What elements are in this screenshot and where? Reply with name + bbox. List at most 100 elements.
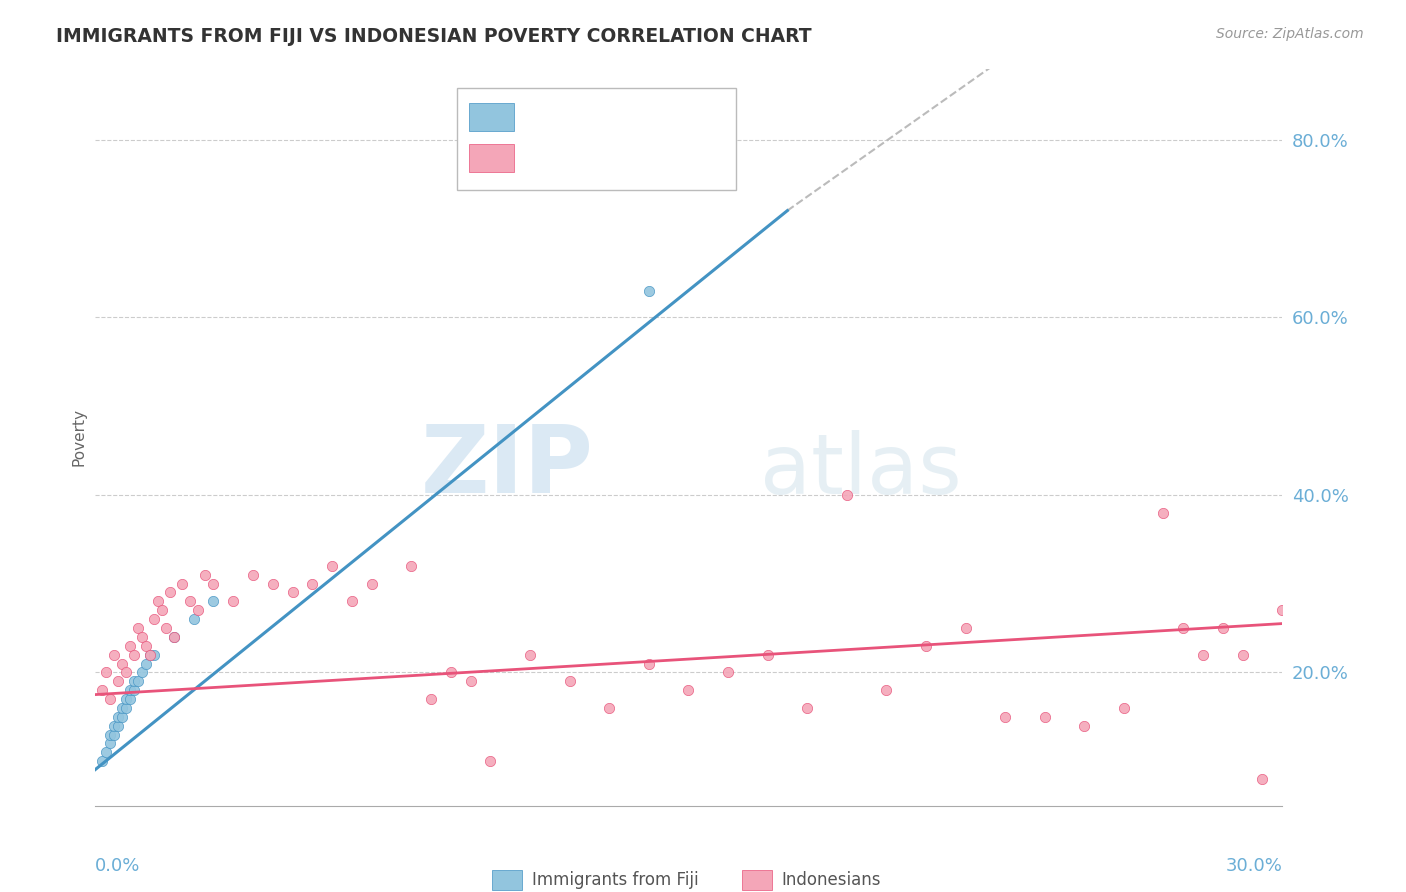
Point [1112,701,1135,715]
Point [115,692,138,706]
Point [91,754,114,768]
Point [1271,603,1294,617]
Point [186,603,208,617]
Point [111,701,134,715]
Point [1310,488,1333,502]
Point [1302,621,1324,635]
Point [183,612,205,626]
Point [321,558,343,573]
Point [1173,621,1195,635]
Point [163,630,186,644]
Point [96,665,118,680]
Text: IMMIGRANTS FROM FIJI VS INDONESIAN POVERTY CORRELATION CHART: IMMIGRANTS FROM FIJI VS INDONESIAN POVER… [56,27,811,45]
Point [194,567,217,582]
Text: Indonesians: Indonesians [782,871,880,889]
Point [122,683,145,698]
Point [262,576,284,591]
Point [127,674,149,689]
Text: N = 25: N = 25 [652,108,716,126]
Point [301,576,323,591]
Point [100,736,122,750]
Point [111,710,134,724]
Point [91,683,114,698]
Point [1369,506,1392,520]
Point [131,665,153,680]
Point [1291,719,1313,733]
Point [558,674,581,689]
Point [756,648,779,662]
Point [222,594,245,608]
Point [717,665,740,680]
Point [460,674,482,689]
Point [678,683,700,698]
Point [796,701,818,715]
Point [142,612,165,626]
Point [135,639,157,653]
Point [120,692,142,706]
Point [202,594,225,608]
Point [139,648,162,662]
Text: Immigrants from Fiji: Immigrants from Fiji [531,871,699,889]
Point [915,639,938,653]
Point [875,683,897,698]
Point [146,594,169,608]
Point [179,594,201,608]
Point [103,719,125,733]
Point [111,657,134,671]
Point [1152,506,1174,520]
Point [994,710,1017,724]
Text: ZIP: ZIP [420,420,593,513]
Point [155,621,177,635]
Point [835,488,858,502]
Point [163,630,186,644]
FancyBboxPatch shape [492,870,522,890]
Point [598,701,620,715]
Text: N = 67: N = 67 [652,149,716,167]
Point [1073,719,1095,733]
Point [637,657,659,671]
FancyBboxPatch shape [457,88,735,190]
Point [170,576,193,591]
Point [420,692,443,706]
Point [955,621,977,635]
Point [1279,665,1302,680]
Point [159,585,181,599]
Point [96,745,118,759]
Point [100,692,122,706]
Point [1350,710,1372,724]
Point [519,648,541,662]
Point [115,701,138,715]
Text: 0.0%: 0.0% [94,857,141,875]
Point [127,621,149,635]
Text: Source: ZipAtlas.com: Source: ZipAtlas.com [1216,27,1364,41]
Point [242,567,264,582]
Point [401,558,423,573]
Point [122,674,145,689]
Point [107,674,129,689]
Point [139,648,162,662]
Point [150,603,173,617]
Y-axis label: Poverty: Poverty [72,408,86,467]
Point [131,630,153,644]
Point [120,683,142,698]
Point [1192,648,1215,662]
Point [107,710,129,724]
Point [103,648,125,662]
Point [202,576,225,591]
Point [1251,772,1274,786]
Text: R = 0.959: R = 0.959 [529,108,619,126]
Point [1330,719,1353,733]
Point [103,728,125,742]
Point [1033,710,1056,724]
Text: atlas: atlas [759,430,962,511]
Point [142,648,165,662]
FancyBboxPatch shape [468,103,513,131]
Point [107,719,129,733]
Point [122,648,145,662]
Point [479,754,502,768]
Point [115,665,138,680]
Text: 30.0%: 30.0% [1226,857,1282,875]
Point [340,594,363,608]
Point [1232,648,1254,662]
Point [440,665,463,680]
